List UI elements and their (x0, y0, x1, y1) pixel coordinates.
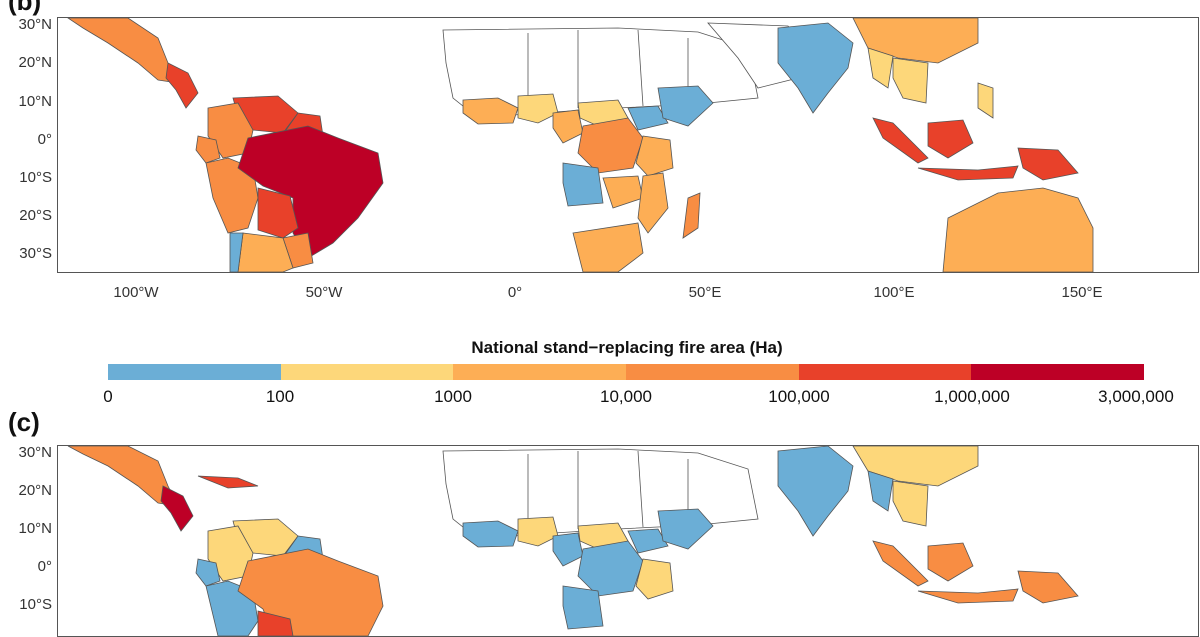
region-dr-congo (577, 540, 644, 597)
region-sumatra (872, 540, 929, 587)
legend-swatch-5 (798, 364, 972, 380)
map-c-svg (67, 446, 1079, 636)
region-bolivia (257, 187, 299, 239)
legend-break-10000: 10,000 (600, 387, 652, 406)
region-angola (562, 162, 604, 207)
map-b-svg (67, 18, 1094, 272)
region-south-africa (572, 222, 644, 272)
legend-swatch-2 (280, 364, 454, 380)
panel-label-c: (c) (8, 407, 40, 437)
region-papua-new-guinea (1017, 147, 1079, 181)
region-australia (942, 187, 1094, 272)
region-myanmar (867, 470, 894, 512)
region-dr-congo (577, 117, 644, 174)
lat-label-30s: 30°S (19, 245, 52, 262)
region-angola (562, 585, 604, 630)
lon-label-0: 0° (507, 284, 523, 301)
region-mozambique (637, 172, 669, 234)
region-tanzania (635, 558, 674, 600)
legend-swatch-1 (108, 364, 281, 380)
map-panel-b (57, 17, 1199, 273)
legend-swatch-6 (971, 364, 1145, 380)
region-cameroon (552, 109, 584, 144)
panel-label-b: (b) (8, 0, 42, 16)
lat-label-20n: 20°N (18, 54, 52, 71)
region-cuba (197, 475, 259, 489)
region-peru (205, 157, 259, 234)
region-india (777, 446, 854, 537)
lon-label-100w: 100°W (113, 284, 159, 301)
lat-label-10s: 10°S (19, 169, 52, 186)
lon-label-50w: 50°W (305, 284, 343, 301)
region-philippines (977, 82, 994, 119)
lat-label-30n: 30°N (18, 16, 52, 33)
lat-label-c-0: 0° (37, 558, 52, 575)
lat-label-0: 0° (37, 131, 52, 148)
legend-break-3000000: 3,000,000 (1098, 387, 1174, 406)
region-ethiopia (657, 508, 714, 550)
region-cameroon (552, 532, 584, 567)
region-zambia (602, 175, 644, 209)
region-south-sudan (627, 528, 669, 554)
region-india (777, 22, 854, 114)
lon-label-50e: 50°E (688, 284, 722, 301)
lon-label-150e: 150°E (1061, 284, 1103, 301)
region-ecuador (195, 558, 221, 587)
lon-label-100e: 100°E (873, 284, 915, 301)
legend-colorbar (108, 364, 1145, 380)
region-central-america (165, 62, 199, 109)
region-thailand (892, 480, 929, 527)
legend-break-1000: 1000 (434, 387, 472, 406)
region-nigeria (517, 516, 559, 547)
legend-break-1000000: 1,000,000 (934, 387, 1010, 406)
region-borneo (927, 119, 974, 159)
region-papua-new-guinea (1017, 570, 1079, 604)
region-tanzania (635, 135, 674, 177)
region-madagascar (682, 192, 701, 239)
lat-label-c-20n: 20°N (18, 482, 52, 499)
lat-label-c-30n: 30°N (18, 444, 52, 461)
lat-label-20s: 20°S (19, 207, 52, 224)
region-mexico (67, 18, 179, 84)
region-borneo (927, 542, 974, 582)
region-sumatra (872, 117, 929, 164)
region-central-america (160, 485, 194, 532)
region-chile (229, 232, 244, 272)
region-indonesia-east (917, 588, 1019, 604)
region-west-africa (462, 97, 519, 125)
region-thailand (892, 57, 929, 104)
legend-title: National stand−replacing fire area (Ha) (471, 338, 783, 357)
legend-break-100000: 100,000 (768, 387, 830, 406)
region-brazil (237, 548, 384, 636)
region-brazil (237, 125, 384, 259)
region-nigeria (517, 93, 559, 124)
region-ethiopia (657, 85, 714, 127)
region-indonesia-east (917, 165, 1019, 181)
lat-label-10n: 10°N (18, 93, 52, 110)
map-panel-c (57, 445, 1199, 637)
lat-label-c-10s: 10°S (19, 596, 52, 613)
legend-swatch-4 (626, 364, 799, 380)
legend-break-100: 100 (265, 387, 295, 406)
region-myanmar (867, 47, 894, 89)
region-south-sudan (627, 105, 669, 131)
region-west-africa (462, 520, 519, 548)
legend-swatch-3 (453, 364, 627, 380)
region-ecuador (195, 135, 221, 164)
lat-label-c-10n: 10°N (18, 520, 52, 537)
legend-break-0: 0 (103, 387, 113, 406)
